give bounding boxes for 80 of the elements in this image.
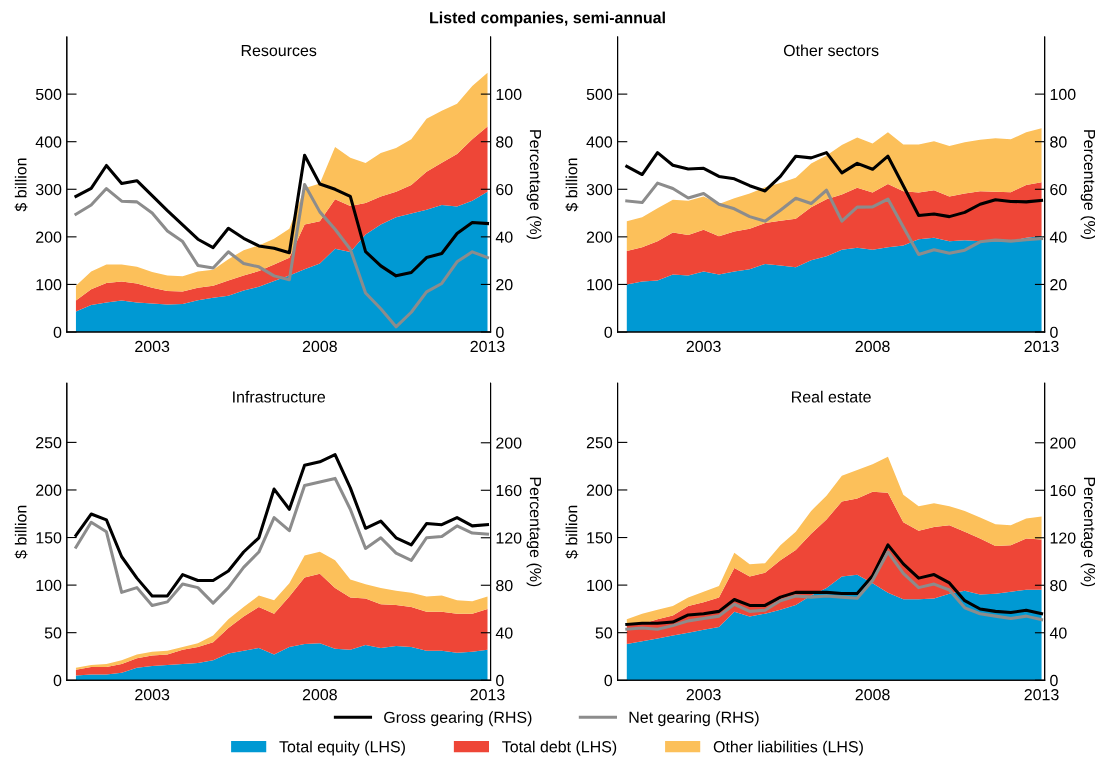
y-tick-label: 400 (35, 136, 62, 148)
x-tick-label: 2008 (855, 689, 890, 701)
y-tick-label: 100 (587, 579, 613, 592)
y2-tick-label: 0 (1050, 674, 1058, 687)
x-tick-label: 2003 (135, 340, 170, 353)
y2-tick-label: 60 (1050, 183, 1067, 196)
y-tick-label: 0 (604, 674, 613, 687)
y-tick-label: 250 (36, 437, 62, 449)
x-tick-label: 2003 (686, 340, 721, 353)
legend-label: Total debt (LHS) (502, 740, 617, 756)
y-tick-label: 50 (44, 627, 62, 639)
y-axis-title: $ billion (14, 158, 28, 212)
chart-subtitle: Infrastructure (233, 390, 326, 403)
x-tick-label: 2013 (1024, 689, 1059, 701)
x-tick-label: 2013 (470, 340, 505, 353)
y2-tick-label: 0 (1050, 326, 1058, 338)
legend-label: Other liabilities (LHS) (713, 740, 863, 756)
y2-tick-label: 160 (1050, 484, 1076, 497)
y-tick-label: 400 (586, 136, 613, 148)
legend-label: Net gearing (RHS) (629, 711, 759, 727)
y2-tick-label: 80 (496, 579, 513, 592)
x-tick-label: 2008 (302, 340, 337, 353)
y-tick-label: 200 (586, 484, 613, 496)
y-axis-title: $ billion (565, 158, 579, 212)
y2-tick-label: 120 (496, 532, 522, 544)
y-tick-label: 0 (53, 674, 62, 687)
x-tick-label: 2003 (686, 689, 721, 701)
y-tick-label: 300 (35, 183, 62, 196)
chart-subtitle: Real estate (792, 390, 871, 403)
y-tick-label: 0 (53, 326, 62, 338)
legend-label: Total equity (LHS) (279, 740, 405, 756)
line-series (74, 476, 490, 607)
x-tick-label: 2008 (855, 340, 890, 353)
x-tick-label: 2008 (302, 689, 337, 701)
y-tick-label: 50 (595, 627, 613, 639)
y2-tick-label: 100 (496, 88, 522, 101)
y-tick-label: 200 (36, 231, 62, 243)
y2-axis-title: Percentage (%) (526, 477, 542, 587)
y-tick-label: 100 (36, 579, 62, 592)
x-tick-label: 2013 (1024, 340, 1059, 353)
x-tick-label: 2013 (470, 689, 505, 701)
y-tick-label: 300 (586, 183, 613, 196)
y-tick-label: 200 (36, 484, 62, 496)
y2-tick-label: 0 (496, 674, 504, 687)
y-tick-label: 250 (586, 437, 613, 449)
y-tick-label: 0 (604, 326, 613, 338)
chart-subtitle: Other sectors (783, 44, 879, 57)
y2-tick-label: 40 (1049, 231, 1067, 243)
x-tick-label: 2003 (135, 689, 170, 701)
y2-tick-label: 80 (496, 136, 513, 148)
y-axis-title: $ billion (14, 505, 28, 559)
y-tick-label: 100 (587, 279, 613, 291)
y2-axis-title: Percentage (%) (526, 130, 542, 240)
chart-subtitle: Resources (241, 44, 317, 57)
y2-tick-label: 40 (495, 627, 513, 639)
y2-tick-label: 80 (1050, 579, 1067, 592)
y2-tick-label: 120 (1050, 532, 1076, 544)
y2-tick-label: 100 (1050, 88, 1076, 101)
y-tick-label: 150 (36, 532, 62, 544)
y-tick-label: 200 (586, 231, 613, 243)
y-axis-title: $ billion (565, 505, 579, 559)
text: Listed companies, semi-annual (430, 11, 665, 27)
y2-tick-label: 20 (496, 279, 513, 291)
y2-tick-label: 80 (1050, 136, 1067, 148)
y2-axis-title: Percentage (%) (1080, 477, 1095, 587)
y-tick-label: 100 (36, 279, 62, 291)
y-tick-label: 150 (587, 532, 613, 544)
y2-tick-label: 40 (1049, 627, 1067, 639)
y2-tick-label: 0 (496, 326, 504, 338)
line-series (625, 181, 1044, 256)
y2-tick-label: 40 (495, 231, 513, 243)
y2-tick-label: 20 (1050, 279, 1067, 291)
y-tick-label: 500 (586, 88, 613, 101)
y2-tick-label: 200 (1050, 437, 1076, 449)
y2-axis-title: Percentage (%) (1080, 130, 1095, 240)
y-tick-label: 500 (35, 88, 62, 101)
legend-label: Gross gearing (RHS) (384, 711, 532, 727)
y2-tick-label: 60 (496, 183, 513, 196)
y2-tick-label: 160 (496, 484, 522, 497)
y2-tick-label: 200 (496, 437, 522, 449)
